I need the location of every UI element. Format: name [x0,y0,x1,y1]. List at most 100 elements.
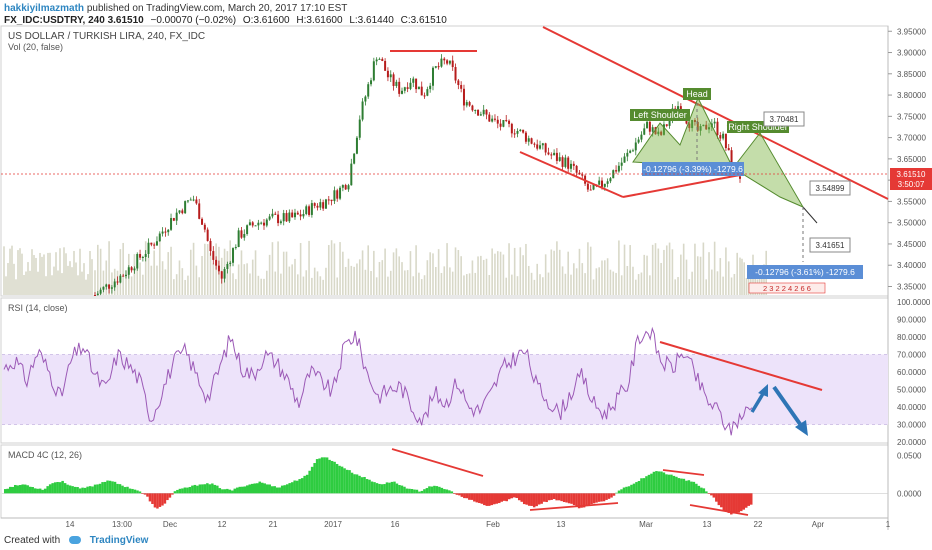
tradingview-brand[interactable]: TradingView [89,535,149,546]
macd-bar [410,489,414,494]
candle-body [184,201,187,214]
macd-bar [335,463,339,494]
macd-bar [243,486,247,494]
macd-bar [592,493,596,504]
candle-body [570,163,573,169]
macd-bar [627,486,631,494]
macd-bar [98,483,102,494]
candle-body [313,203,316,206]
macd-bar [707,493,711,494]
macd-bar [687,480,691,494]
candle-body [223,268,226,279]
macd-bar [51,483,54,494]
candle-body [319,202,322,208]
macd-bar [56,482,59,494]
macd-bar [333,461,336,494]
candle-body [178,210,181,213]
candle-body [285,213,288,222]
publisher-name[interactable]: hakkiyilmazmath [4,3,85,14]
candle-body [347,185,350,190]
macd-bar [413,489,416,494]
macd-bar [480,493,484,504]
macd-bar [450,491,454,494]
candle-body [299,214,302,217]
macd-bar [605,493,608,500]
candle-body [274,213,277,215]
candle-body [634,142,637,151]
macd-bar [490,493,494,506]
macd-bar [133,489,137,494]
svg-text:3.41651: 3.41651 [816,241,845,250]
macd-bar [28,486,32,494]
last-price: 3.61510 [107,15,144,26]
candle-body [291,212,294,218]
macd-bar [233,488,237,494]
macd-bar [298,479,301,494]
candle-body [206,229,209,241]
candle-body [358,119,361,138]
macd-bar [295,480,299,494]
price-change: −0.00070 (−0.02%) [150,15,237,26]
macd-bar [61,480,64,494]
candle-body [415,78,418,90]
symbol-name[interactable]: FX_IDC:USDTRY, 240 [4,15,105,26]
candle-body [722,133,725,139]
macd-bar [71,486,74,494]
candle-body [592,184,595,190]
macd-bar [103,481,107,494]
macd-bar [228,489,232,494]
macd-bar [305,474,309,494]
candle-body [282,213,285,222]
macd-bar [488,493,491,506]
rsi-tick-label: 90.0000 [897,316,926,325]
macd-bar [58,482,62,494]
candle-body [693,120,696,122]
macd-bar [226,488,229,494]
candle-body [631,150,634,152]
candle-body [603,183,606,187]
macd-bar [565,493,568,503]
macd-bar [313,463,316,494]
candle-body [426,89,429,96]
price-tick-label: 3.75000 [897,112,926,121]
macd-bar [4,489,7,494]
candle-body [586,183,589,190]
candle-body [513,133,516,135]
macd-bar [735,493,738,513]
macd-bar [360,477,364,494]
macd-bar [63,483,67,494]
macd-bar [507,493,511,500]
candle-body [305,206,308,214]
price-tick-label: 3.55000 [897,197,926,206]
macd-pane-title: MACD 4C (12, 26) [8,450,82,460]
macd-bar [6,488,9,494]
macd-bar [557,493,561,501]
macd-bar [260,482,264,494]
publish-info: hakkiyilmazmath published on TradingView… [4,3,347,14]
macd-bar [231,490,234,494]
macd-bar [440,487,444,494]
rsi-tick-label: 40.0000 [897,403,926,412]
macd-bar [660,471,663,494]
macd-bar [320,457,324,494]
candle-body [708,127,711,130]
macd-bar [126,486,129,494]
macd-bar [448,490,451,494]
time-tick-label: 2017 [324,520,342,529]
macd-bar [338,465,341,494]
macd-bar [712,493,716,498]
macd-bar [108,480,112,494]
candle-body [260,222,263,224]
macd-bar [16,485,19,494]
macd-bar [355,474,359,494]
macd-bar [747,493,751,506]
macd-pane-frame [0,444,889,519]
time-tick-label: Dec [163,520,177,529]
macd-bar [223,489,227,494]
price-candles [94,54,741,296]
macd-bar [203,484,207,494]
candle-body [124,274,127,277]
svg-text:3.54899: 3.54899 [816,184,845,193]
macd-bar [343,468,346,494]
